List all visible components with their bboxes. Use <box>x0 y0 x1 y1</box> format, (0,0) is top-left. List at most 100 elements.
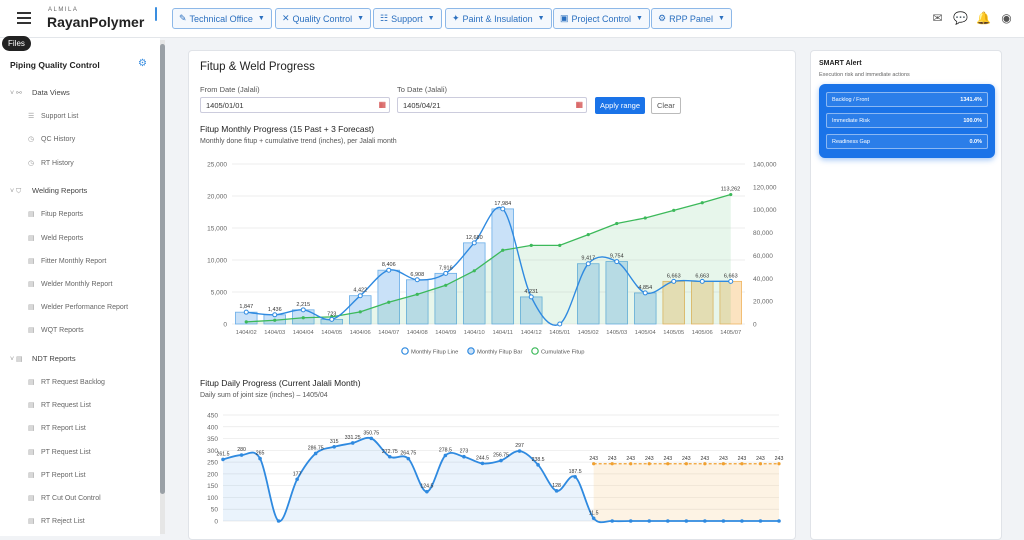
sidebar-item[interactable]: ☰ Support List <box>28 112 78 120</box>
scrollbar-thumb[interactable] <box>160 44 165 494</box>
daily-point <box>406 456 411 461</box>
nav-support[interactable]: ☷ Support ▼ <box>373 8 442 29</box>
x-tick-label: 1404/12 <box>521 330 542 336</box>
report-icon: ▤ <box>28 472 35 479</box>
user-icon[interactable]: ◉ <box>1001 10 1012 25</box>
nav-rpp-panel[interactable]: ⚙ RPP Panel ▼ <box>651 8 732 29</box>
report-icon: ☰ <box>28 113 35 120</box>
sidebar-item[interactable]: ▤ RT Report List <box>28 424 86 432</box>
sidebar-item-label: RT Report List <box>41 425 86 432</box>
daily-point <box>350 441 355 445</box>
monthly-point <box>471 240 477 246</box>
cumulative-point <box>472 269 476 273</box>
data-label: 6,908 <box>410 272 424 278</box>
daily-point <box>388 454 392 459</box>
forecast-label: 243 <box>589 456 598 462</box>
alert-row-readiness-gap[interactable]: Readiness Gap 0.0% <box>826 134 988 149</box>
nav-quality-control[interactable]: ✕ Quality Control ▼ <box>275 8 372 29</box>
sidebar-item[interactable]: ▤ RT Cut Out Control <box>28 494 101 502</box>
sidebar-item[interactable]: ◷ RT History <box>28 159 74 167</box>
smart-alert-card: SMART Alert Execution risk and immediate… <box>810 50 1002 540</box>
brand-accent <box>155 7 157 21</box>
forecast-label: 243 <box>775 456 784 462</box>
nav-technical-office[interactable]: ✎ Technical Office ▼ <box>172 8 272 29</box>
forecast-label: 243 <box>626 456 635 462</box>
daily-chart: 0 50 100 150 200 250 300 350 400 450 243 243 243 243 2… <box>207 413 784 526</box>
to-date-value: 1405/04/21 <box>403 101 441 110</box>
from-date-input[interactable]: 1405/01/01 ▦ <box>200 97 390 113</box>
mail-icon[interactable]: ✉ <box>932 10 943 25</box>
data-label: 280 <box>237 447 246 453</box>
calendar-icon[interactable]: ▦ <box>575 100 583 109</box>
data-label: 273 <box>460 449 469 455</box>
clear-button[interactable]: Clear <box>651 97 681 114</box>
cumulative-point <box>244 320 248 324</box>
nav-project-control[interactable]: ▣ Project Control ▼ <box>553 8 650 29</box>
forecast-point <box>740 462 744 466</box>
sidebar-item-label: Fitup Reports <box>41 211 84 218</box>
x-tick-label: 1405/02 <box>578 330 599 336</box>
forecast-point <box>629 462 633 466</box>
to-date-input[interactable]: 1405/04/21 ▦ <box>397 97 587 113</box>
alert-row-backlog[interactable]: Backlog / Front 1341.4% <box>826 92 988 107</box>
menu-icon[interactable] <box>17 12 31 24</box>
sidebar-item[interactable]: ▤ WQT Reports <box>28 326 84 334</box>
data-label: 244.5 <box>476 455 489 461</box>
settings-icon[interactable]: ⚙ <box>138 58 147 69</box>
data-label: 17,984 <box>494 201 511 207</box>
forecast-point <box>703 462 707 466</box>
forecast-label: 243 <box>608 456 617 462</box>
sidebar-item[interactable]: ▤ RT Reject List <box>28 517 85 525</box>
y2-tick-label: 20,000 <box>753 299 773 306</box>
sidebar-item[interactable]: ▤ RT Request Backlog <box>28 378 105 386</box>
sidebar-section[interactable]: ˅ ⛉ Welding Reports <box>10 186 87 196</box>
y-tick-label: 25,000 <box>207 162 227 169</box>
sidebar-section[interactable]: ˅ ▤ NDT Reports <box>10 354 76 363</box>
sidebar-item-label: Support List <box>41 113 79 120</box>
sidebar-item[interactable]: ▤ PT Request List <box>28 448 91 456</box>
sidebar-item[interactable]: ▤ Welder Monthly Report <box>28 280 112 288</box>
sidebar-item[interactable]: ▤ Fitup Reports <box>28 210 83 218</box>
chat-icon[interactable]: 💬 <box>953 10 968 25</box>
nav-label: Technical Office <box>189 13 253 24</box>
chart-icon: ▣ <box>560 13 569 23</box>
y2-tick-label: 120,000 <box>753 184 777 191</box>
calendar-icon[interactable]: ▦ <box>378 100 386 109</box>
data-label: 177 <box>293 471 302 477</box>
sidebar-item[interactable]: ▤ Welder Performance Report <box>28 303 128 311</box>
cumulative-point <box>615 221 619 226</box>
sidebar-title: Piping Quality Control <box>10 60 100 70</box>
data-label: 11.5 <box>589 510 599 516</box>
monthly-point <box>386 267 392 273</box>
report-icon: ▤ <box>28 425 35 432</box>
monthly-chart-title: Fitup Monthly Progress (15 Past + 3 Fore… <box>200 124 375 134</box>
sidebar-item-label: Weld Reports <box>41 235 84 242</box>
nav-paint-insulation[interactable]: ✦ Paint & Insulation ▼ <box>445 8 552 29</box>
sidebar-section[interactable]: ˅ ⚯ Data Views <box>10 88 70 97</box>
sidebar-item[interactable]: ▤ PT Report List <box>28 471 86 479</box>
y-tick-label: 200 <box>207 471 218 478</box>
x-tick-label: 1405/03 <box>606 330 627 336</box>
sidebar-item-label: Fitter Monthly Report <box>41 258 107 265</box>
sidebar-item[interactable]: ▤ RT Request List <box>28 401 91 409</box>
monthly-point <box>699 278 705 284</box>
sidebar-item-label: RT Reject List <box>41 518 85 525</box>
cumulative-point <box>558 243 562 248</box>
data-label: 272.75 <box>382 449 398 455</box>
apply-range-button[interactable]: Apply range <box>595 97 646 114</box>
monthly-point <box>443 270 449 276</box>
forecast-label: 243 <box>756 456 765 462</box>
daily-point <box>536 463 540 467</box>
bell-icon[interactable]: 🔔 <box>976 10 991 25</box>
report-icon: ▤ <box>28 518 35 525</box>
y2-tick-label: 80,000 <box>753 230 773 237</box>
sidebar-scrollbar[interactable] <box>160 40 165 534</box>
daily-point <box>610 519 614 523</box>
alert-row-label: Readiness Gap <box>832 138 870 145</box>
sidebar-item[interactable]: ◷ QC History <box>28 135 75 143</box>
sidebar-item[interactable]: ▤ Weld Reports <box>28 234 83 242</box>
x-tick-label: 1405/04 <box>635 330 657 336</box>
alert-row-immediate-risk[interactable]: Immediate Risk 100.0% <box>826 113 988 128</box>
sidebar-item[interactable]: ▤ Fitter Monthly Report <box>28 257 106 265</box>
daily-point <box>703 519 707 523</box>
